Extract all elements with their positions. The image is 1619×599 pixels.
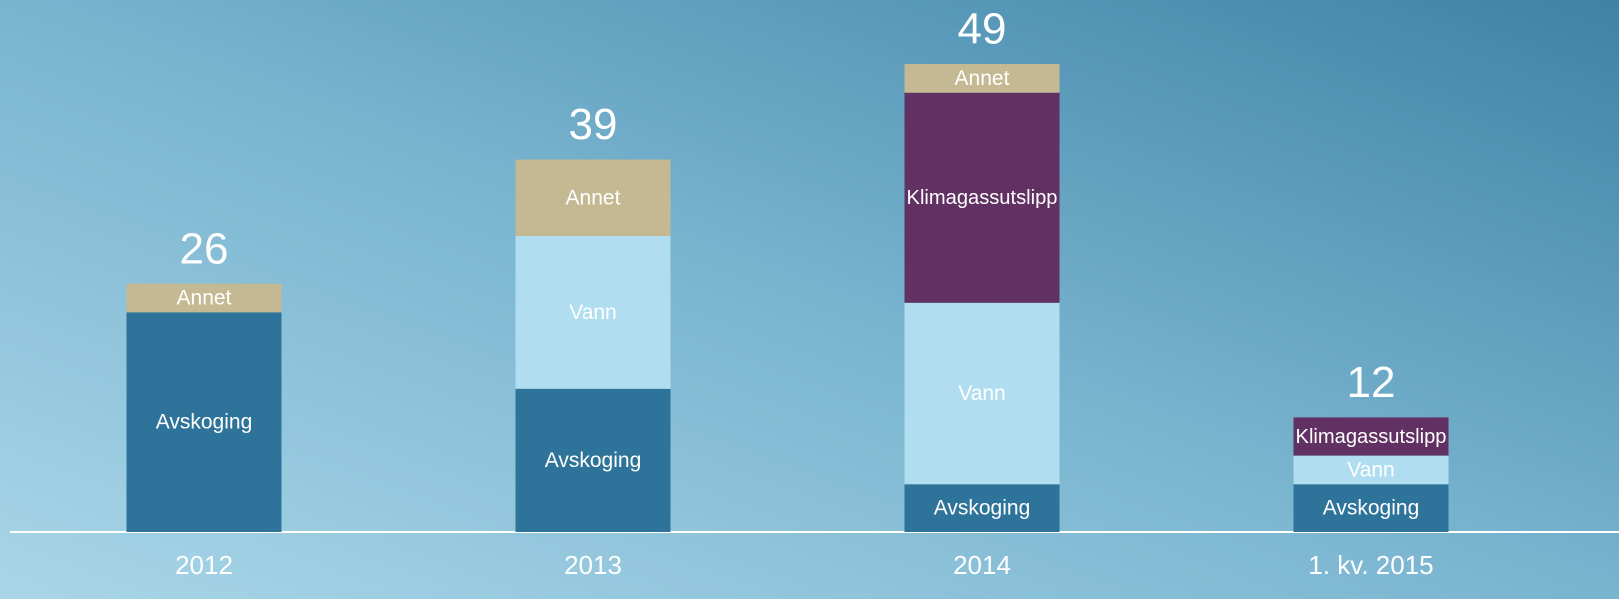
segment-label: Klimagassutslipp [1296,426,1447,448]
bar-segment [904,92,1060,303]
segment-label: Avskoging [545,449,642,472]
bar-segment [126,312,282,532]
segment-label: Vann [569,301,617,324]
segment-label: Klimagassutslipp [907,187,1058,209]
bar-segment [904,302,1060,485]
total-label: 12 [1347,358,1396,407]
bar-segment [515,388,671,532]
segment-label: Annet [566,186,621,209]
bar-segment [515,235,671,389]
bar-segment [515,159,671,236]
segment-label: Avskoging [934,497,1031,520]
segment-label: Avskoging [1323,497,1420,520]
segment-label: Avskoging [156,411,253,434]
total-label: 26 [180,224,229,273]
segment-label: Vann [1347,458,1395,481]
segment-label: Vann [958,382,1006,405]
bar-segment [126,283,282,313]
x-tick-label: 2014 [953,550,1011,580]
bar-segment [904,64,1060,93]
x-tick-label: 2012 [175,550,233,580]
x-tick-label: 1. kv. 2015 [1308,550,1433,580]
bar-segment [1293,484,1449,532]
segment-label: Annet [177,287,232,310]
x-tick-label: 2013 [564,550,622,580]
bar-segment [904,484,1060,532]
segment-label: Annet [955,67,1010,90]
bar-segment [1293,417,1449,456]
total-label: 39 [569,100,618,149]
bar-segment [1293,455,1449,485]
total-label: 49 [958,5,1007,54]
